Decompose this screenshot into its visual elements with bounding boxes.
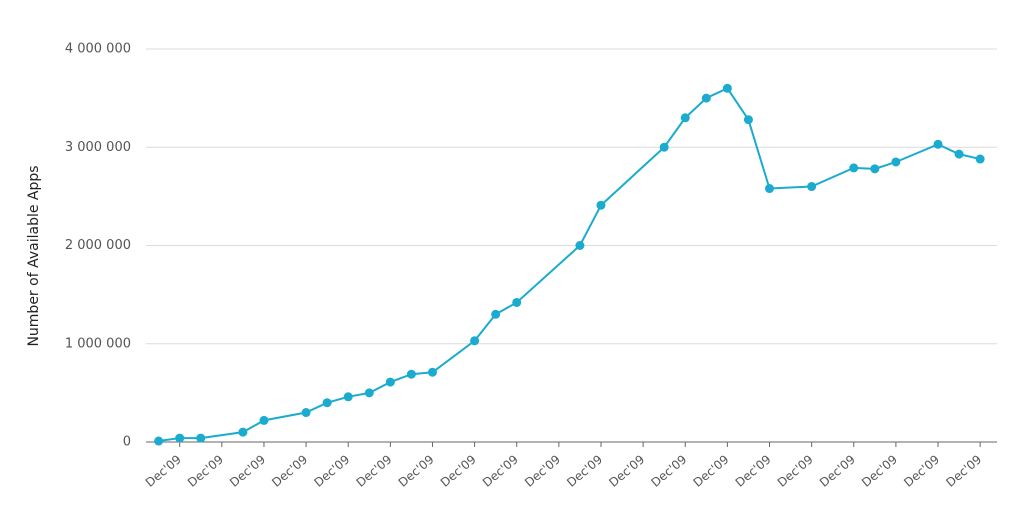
point	[849, 163, 859, 173]
point	[870, 164, 880, 174]
point	[427, 367, 437, 377]
point	[807, 182, 817, 192]
point	[364, 388, 374, 398]
x-tick-label: Dec'09	[480, 452, 521, 490]
point	[701, 93, 711, 103]
point	[512, 297, 522, 307]
point	[722, 83, 732, 93]
x-tick-label: Dec'09	[311, 452, 352, 490]
x-tick-label: Dec'09	[396, 452, 437, 490]
x-tick-label: Dec'09	[775, 452, 816, 490]
point	[343, 392, 353, 402]
point	[933, 139, 943, 149]
x-tick-label: Dec'09	[269, 452, 310, 490]
point	[659, 142, 669, 152]
x-tick-label: Dec'09	[859, 452, 900, 490]
point	[322, 398, 332, 408]
y-tick-label: 1 000 000	[65, 336, 131, 351]
point	[743, 115, 753, 125]
point	[406, 369, 416, 379]
y-tick-label: 0	[123, 435, 131, 450]
x-tick-label: Dec'09	[691, 452, 732, 490]
point	[385, 377, 395, 387]
x-tick-label: Dec'09	[817, 452, 858, 490]
x-tick-label: Dec'09	[943, 452, 984, 490]
point	[954, 149, 964, 159]
point	[575, 241, 585, 250]
x-tick-label: Dec'09	[185, 452, 226, 490]
point	[196, 433, 206, 443]
x-tick-label: Dec'09	[901, 452, 942, 490]
point	[238, 427, 248, 437]
point	[680, 113, 690, 123]
x-tick-label: Dec'09	[143, 452, 184, 490]
y-tick-label: 2 000 000	[65, 238, 131, 253]
x-tick-label: Dec'09	[438, 452, 479, 490]
x-tick-label: Dec'09	[606, 452, 647, 490]
y-axis-label: Number of Available Apps	[26, 165, 42, 346]
point	[891, 157, 901, 167]
x-tick-label: Dec'09	[227, 452, 268, 490]
point	[301, 408, 311, 418]
point	[259, 415, 269, 425]
x-tick-label: Dec'09	[733, 452, 774, 490]
x-tick-label: Dec'09	[648, 452, 689, 490]
point	[765, 184, 775, 194]
y-tick-label: 4 000 000	[65, 42, 131, 57]
line	[158, 87, 981, 443]
y-tick-label: 3 000 000	[65, 140, 131, 155]
point	[596, 200, 606, 210]
point	[175, 433, 185, 443]
point	[491, 309, 501, 319]
point	[470, 336, 480, 346]
point	[154, 436, 164, 446]
x-tick-label: Dec'09	[564, 452, 605, 490]
point	[975, 154, 985, 164]
x-tick-label: Dec'09	[354, 452, 395, 490]
x-tick-label: Dec'09	[522, 452, 563, 490]
